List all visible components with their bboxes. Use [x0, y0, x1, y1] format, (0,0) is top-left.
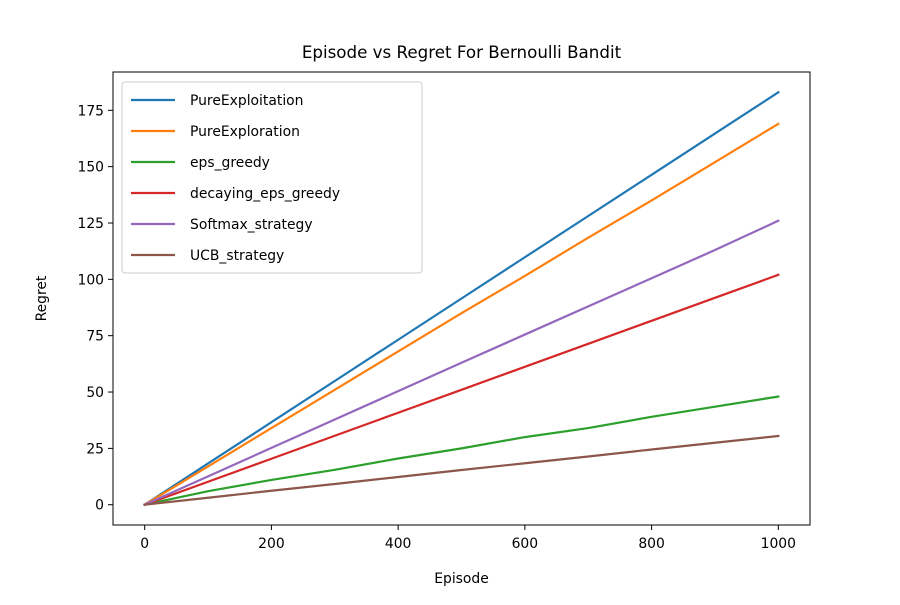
y-tick-label: 100	[77, 272, 104, 288]
y-axis: 0 25 50 75 100 125 150 175	[77, 103, 113, 514]
legend-item: decaying_eps_greedy	[131, 186, 340, 202]
y-tick-label: 125	[77, 216, 104, 232]
y-tick-label: 75	[86, 329, 104, 345]
legend: PureExploitation PureExploration eps_greed…	[121, 81, 423, 274]
y-axis-label: Regret	[34, 275, 50, 321]
y-tick-label: 0	[95, 498, 104, 514]
series-line-pureexploitation	[143, 90, 780, 507]
x-tick-label: 200	[258, 536, 285, 552]
x-tick-label: 600	[512, 536, 539, 552]
y-tick-label: 25	[86, 441, 104, 457]
series-line-pureexploration	[143, 122, 780, 507]
x-tick-label: 400	[385, 536, 412, 552]
legend-item: eps_greedy	[131, 155, 270, 171]
legend-label: decaying_eps_greedy	[190, 186, 340, 202]
series-line-decaying-eps-greedy	[143, 273, 780, 507]
chart-title: Episode vs Regret For Bernoulli Bandit	[302, 42, 622, 62]
legend-label: Softmax_strategy	[190, 217, 313, 233]
series-line-softmax-strategy	[143, 219, 780, 507]
x-tick-label: 0	[140, 536, 149, 552]
legend-box	[121, 81, 423, 274]
legend-item: PureExploitation	[131, 93, 304, 109]
y-tick-label: 175	[77, 103, 104, 119]
plot-frame	[112, 71, 811, 526]
legend-label: PureExploitation	[190, 93, 304, 109]
plot-lines	[143, 90, 780, 507]
x-axis-label: Episode	[434, 571, 489, 587]
legend-item: Softmax_strategy	[131, 217, 313, 233]
legend-item: UCB_strategy	[131, 248, 284, 264]
series-line-eps-greedy	[143, 395, 780, 507]
legend-item: PureExploration	[131, 124, 300, 140]
x-tick-label: 800	[638, 536, 665, 552]
series-line-ucb-strategy	[143, 434, 780, 506]
legend-label: PureExploration	[190, 124, 300, 140]
legend-label: UCB_strategy	[190, 248, 284, 264]
y-tick-label: 150	[77, 160, 104, 176]
y-tick-label: 50	[86, 385, 104, 401]
x-axis: 0 200 400 600 800 1000	[140, 525, 796, 552]
x-tick-label: 1000	[761, 536, 796, 552]
legend-label: eps_greedy	[190, 155, 270, 171]
